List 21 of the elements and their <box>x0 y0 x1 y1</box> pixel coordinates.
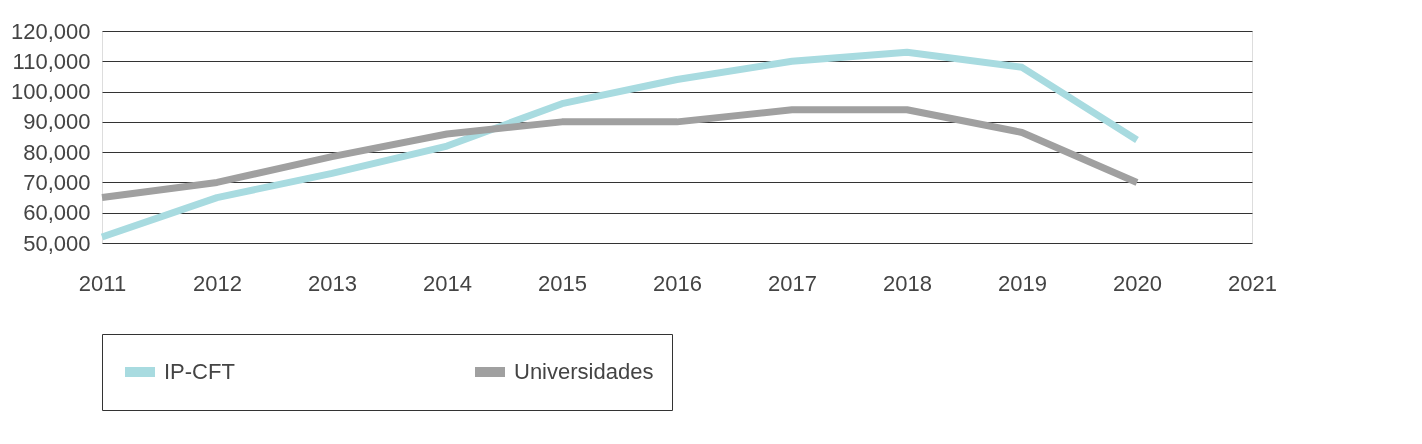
y-tick-label: 70,000 <box>23 169 91 195</box>
y-tick-label: 110,000 <box>12 48 91 74</box>
y-tick-label: 50,000 <box>23 230 91 256</box>
x-tick-label: 2020 <box>1113 270 1162 296</box>
y-tick-label: 80,000 <box>23 139 91 165</box>
y-tick-label: 120,000 <box>10 18 91 44</box>
x-tick-label: 2017 <box>768 270 817 296</box>
x-tick-label: 2016 <box>653 270 702 296</box>
x-tick-label: 2014 <box>423 270 472 296</box>
y-tick-label: 90,000 <box>23 109 91 135</box>
x-tick-label: 2013 <box>308 270 357 296</box>
y-tick-label: 60,000 <box>23 200 91 226</box>
legend-label: IP-CFT <box>164 359 235 384</box>
x-tick-label: 2018 <box>883 270 932 296</box>
y-tick-label: 100,000 <box>10 79 91 105</box>
x-tick-label: 2019 <box>998 270 1047 296</box>
legend-label: Universidades <box>514 359 654 384</box>
x-tick-label: 2012 <box>193 270 242 296</box>
x-tick-label: 2021 <box>1228 270 1277 296</box>
x-tick-label: 2011 <box>78 270 127 296</box>
x-tick-label: 2015 <box>538 270 587 296</box>
